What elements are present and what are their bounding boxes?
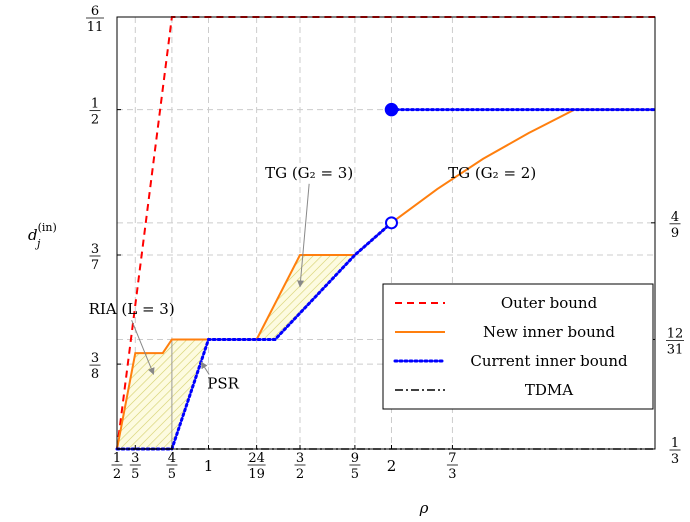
- x-tick-label: 73: [446, 451, 458, 482]
- markers: [384, 102, 399, 230]
- legend-label: TDMA: [525, 381, 573, 399]
- legend-label: Current inner bound: [470, 352, 628, 370]
- tick-denominator: 9: [671, 226, 679, 241]
- annotation-arrow-psr: [200, 361, 210, 375]
- tick-denominator: 5: [351, 467, 359, 482]
- y-tick-label: 37: [89, 242, 101, 273]
- tick-numerator: 7: [448, 451, 456, 466]
- tick-numerator: 24: [248, 451, 265, 466]
- y-tick-label: 611: [86, 4, 104, 35]
- y-axis-label: d(in) j: [28, 221, 57, 250]
- tick-denominator: 3: [671, 452, 679, 467]
- tick-numerator: 3: [296, 451, 304, 466]
- tick-denominator: 3: [448, 467, 456, 482]
- tick-denominator: 5: [168, 467, 176, 482]
- tick-numerator: 3: [91, 351, 99, 366]
- x-tick-label: 12: [111, 451, 123, 482]
- annotations: RIA (L = 3) PSR TG (G₂ = 3) TG (G₂ = 2): [89, 164, 537, 393]
- annotation-tg2: TG (G₂ = 2): [448, 164, 536, 182]
- y-tick-label: 12: [89, 97, 101, 128]
- tick-denominator: 2: [296, 467, 304, 482]
- tick-denominator: 5: [131, 467, 139, 482]
- annotation-ria: RIA (L = 3): [89, 300, 175, 318]
- x-tick-label: 1: [204, 457, 214, 475]
- tick-numerator: 3: [131, 451, 139, 466]
- x-tick-label: 45: [166, 451, 178, 482]
- tick-denominator: 7: [91, 258, 99, 273]
- tick-denominator: 31: [667, 342, 684, 357]
- legend: Outer bound New inner bound Current inner …: [382, 283, 654, 410]
- tick-numerator: 1: [113, 451, 121, 466]
- open-marker: [384, 216, 398, 230]
- tick-numerator: 1: [91, 97, 99, 112]
- x-tick-label: 35: [129, 451, 141, 482]
- tick-numerator: 9: [351, 451, 359, 466]
- annotation-psr: PSR: [207, 375, 239, 393]
- tick-denominator: 11: [87, 20, 104, 35]
- x-axis-label: ρ: [419, 499, 429, 517]
- axis-labels: ρ d(in) j: [28, 221, 429, 517]
- legend-box: [382, 283, 654, 410]
- plot-frame: [116, 16, 656, 450]
- tick-numerator: 6: [91, 4, 99, 19]
- tick-numerator: 4: [671, 210, 679, 225]
- hatched-regions: [117, 254, 355, 449]
- tick-denominator: 8: [91, 367, 99, 382]
- tick-numerator: 1: [671, 436, 679, 451]
- hatched-region: [117, 339, 172, 449]
- tick-numerator: 3: [91, 242, 99, 257]
- filled-marker: [384, 102, 399, 117]
- y-tick-label: 38: [89, 351, 101, 382]
- tick-numerator: 4: [168, 451, 176, 466]
- legend-label: New inner bound: [483, 323, 615, 341]
- x-tick-label: 95: [349, 451, 361, 482]
- x-tick-label: 32: [294, 451, 306, 482]
- y-tick-label-right: 49: [669, 210, 681, 241]
- tick-denominator: 2: [113, 467, 121, 482]
- annotation-arrow-ria: [131, 320, 155, 375]
- annotation-arrow-tg3: [297, 183, 310, 288]
- tick-denominator: 2: [91, 113, 99, 128]
- tick-denominator: 19: [248, 467, 265, 482]
- hatched-region: [256, 254, 355, 340]
- legend-label: Outer bound: [501, 294, 598, 312]
- y-tick-label-right: 13: [669, 436, 681, 467]
- grid: [116, 16, 655, 450]
- plot-border: [116, 16, 656, 450]
- x-tick-label: 2: [387, 457, 397, 475]
- annotation-tg3: TG (G₂ = 3): [265, 164, 353, 182]
- tick-numerator: 12: [667, 326, 684, 341]
